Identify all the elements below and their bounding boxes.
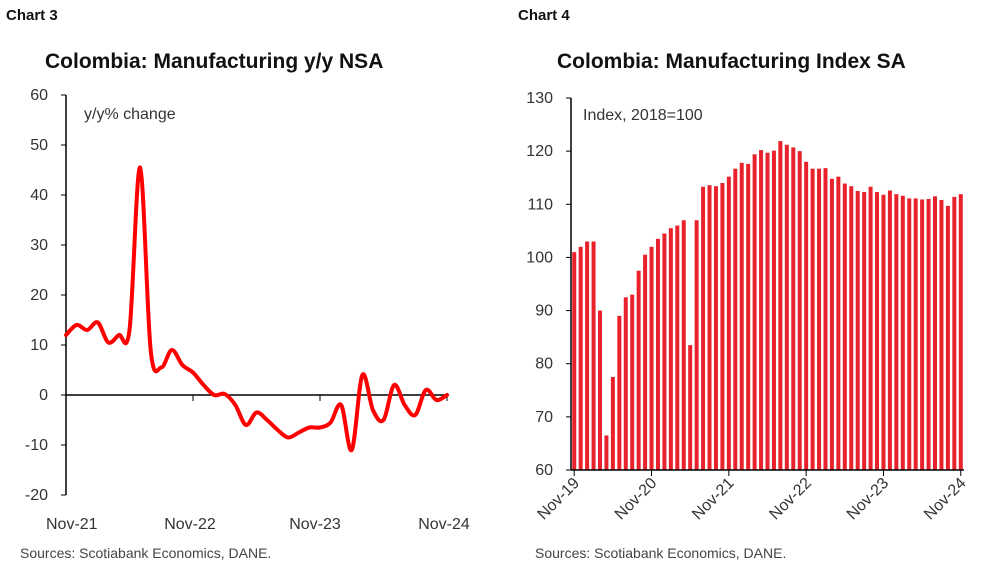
y-tick-label: 0 (39, 387, 48, 404)
bar (752, 154, 757, 470)
x-tick-label: Nov-24 (921, 475, 970, 524)
bar (643, 254, 648, 470)
bar (875, 192, 880, 470)
bar (662, 233, 667, 470)
y-tick-label: 50 (30, 137, 48, 154)
bar (868, 186, 873, 470)
bar (701, 186, 706, 470)
bar (862, 192, 867, 470)
bar (694, 220, 699, 470)
y-tick-label: 90 (535, 303, 553, 320)
x-tick-label: Nov-19 (535, 475, 584, 524)
x-tick-label: Nov-24 (418, 516, 470, 533)
bar (784, 144, 789, 470)
x-tick-label: Nov-20 (612, 475, 661, 524)
y-axis-label: Index, 2018=100 (583, 107, 703, 124)
bar (894, 194, 899, 470)
chart-4-source: Sources: Scotiabank Economics, DANE. (535, 545, 787, 561)
bar (855, 191, 860, 470)
y-tick-label: -10 (25, 437, 48, 454)
bar (636, 270, 641, 470)
y-tick-label: 130 (526, 90, 553, 107)
bar (797, 151, 802, 470)
bar (578, 246, 583, 470)
bar (649, 246, 654, 470)
bar (771, 150, 776, 470)
chart-3-label: Chart 3 (6, 7, 58, 24)
bar (681, 220, 686, 470)
y-tick-label: 100 (526, 249, 553, 266)
bar (597, 310, 602, 470)
y-tick-label: 60 (535, 462, 553, 479)
bar (958, 194, 963, 470)
chart-3-title: Colombia: Manufacturing y/y NSA (45, 50, 384, 73)
x-tick-label: Nov-22 (164, 516, 216, 533)
bar (675, 225, 680, 470)
bar (817, 168, 822, 470)
bar (668, 228, 673, 470)
y-axis-label: y/y% change (84, 106, 176, 123)
bar (829, 178, 834, 470)
chart-4-label: Chart 4 (518, 7, 570, 24)
x-tick-label: Nov-23 (844, 475, 893, 524)
y-tick-label: 30 (30, 237, 48, 254)
chart-3-source: Sources: Scotiabank Economics, DANE. (20, 545, 272, 561)
bar (765, 152, 770, 470)
bar (585, 241, 590, 470)
bar (945, 205, 950, 470)
chart-4-title: Colombia: Manufacturing Index SA (557, 50, 906, 73)
bar (572, 252, 577, 470)
bar (726, 176, 731, 470)
bar (610, 377, 615, 470)
bar (759, 150, 764, 470)
y-tick-label: -20 (25, 487, 48, 504)
y-tick-label: 110 (527, 196, 553, 213)
y-tick-label: 40 (30, 187, 48, 204)
y-tick-label: 10 (30, 337, 48, 354)
bar (920, 199, 925, 470)
bar (881, 194, 886, 470)
y-tick-label: 80 (535, 356, 553, 373)
bar (707, 185, 712, 470)
x-tick-label: Nov-21 (689, 475, 738, 524)
x-tick-label: Nov-22 (766, 475, 815, 524)
bar (617, 315, 622, 470)
bar (913, 198, 918, 470)
series-line-yy (64, 165, 449, 453)
bar (733, 168, 738, 470)
bar (823, 168, 828, 471)
bar (887, 190, 892, 470)
bar (739, 162, 744, 470)
bar (791, 147, 796, 470)
y-tick-label: 70 (535, 409, 553, 426)
bar (713, 186, 718, 470)
bar (604, 435, 609, 470)
bar (907, 198, 912, 470)
x-tick-label: Nov-21 (46, 516, 98, 533)
y-tick-label: 120 (526, 143, 553, 160)
bar (810, 168, 815, 470)
bar (804, 161, 809, 470)
bar (926, 198, 931, 470)
bar (720, 183, 725, 470)
bar (952, 196, 957, 470)
x-tick-label: Nov-23 (289, 516, 341, 533)
bar (623, 297, 628, 470)
bar (849, 186, 854, 470)
bar (778, 141, 783, 470)
bar (688, 345, 693, 470)
chart-3-plot: 60 50 40 30 20 10 0 -10 -20 Nov-21 Nov-22 Nov-23 Nov… (25, 87, 470, 533)
bar (933, 196, 938, 471)
chart-4-plot: 130 120 110 100 90 80 70 60 Index, 2018=100 Nov-1… (526, 90, 970, 524)
y-tick-label: 60 (30, 87, 48, 104)
bar (655, 238, 660, 470)
bar (842, 183, 847, 470)
bar (900, 195, 905, 470)
bar (630, 294, 635, 470)
bar (746, 163, 751, 470)
y-tick-label: 20 (30, 287, 48, 304)
bar (939, 200, 944, 470)
bar (836, 176, 841, 470)
bar (591, 241, 596, 470)
